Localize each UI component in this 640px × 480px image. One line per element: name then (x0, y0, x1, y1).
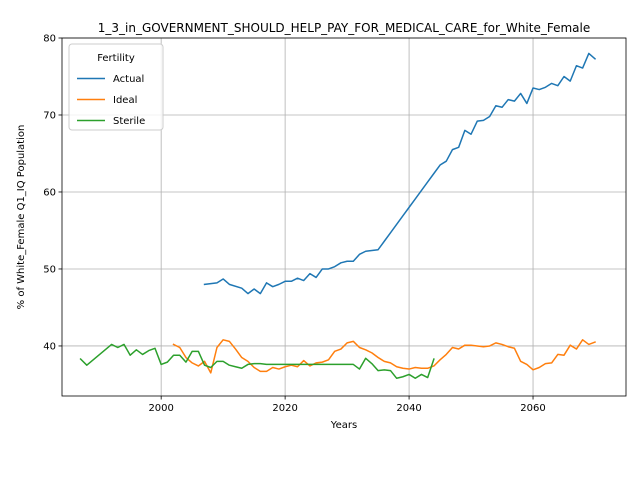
y-tick-label: 70 (43, 110, 56, 121)
y-tick-label: 80 (43, 34, 56, 45)
legend-label-actual: Actual (113, 74, 144, 85)
legend-label-ideal: Ideal (113, 95, 137, 106)
ticks: 2000 2020 2040 2060 40 50 60 70 80 (43, 34, 545, 415)
legend-title: Fertility (97, 53, 135, 64)
x-axis-label: Years (330, 420, 357, 431)
series-lines (79, 52, 597, 380)
y-tick-label: 60 (43, 187, 56, 198)
x-tick-label: 2020 (272, 403, 297, 414)
series-line-sterile (79, 343, 435, 380)
x-tick-label: 2040 (396, 403, 421, 414)
x-tick-label: 2000 (148, 403, 173, 414)
x-tick-label: 2060 (520, 403, 545, 414)
series-line-actual (203, 52, 597, 295)
legend-box (68, 43, 164, 131)
chart-title: 1_3_in_GOVERNMENT_SHOULD_HELP_PAY_FOR_ME… (98, 21, 590, 35)
plot-frame (61, 37, 627, 397)
y-tick-label: 50 (43, 264, 56, 275)
y-axis-label: % of White_Female Q1_IQ Population (16, 125, 27, 310)
y-tick-label: 40 (43, 341, 56, 352)
series-line-ideal (172, 339, 596, 374)
legend: Fertility Actual Ideal Sterile (68, 43, 164, 131)
legend-label-sterile: Sterile (113, 116, 145, 127)
